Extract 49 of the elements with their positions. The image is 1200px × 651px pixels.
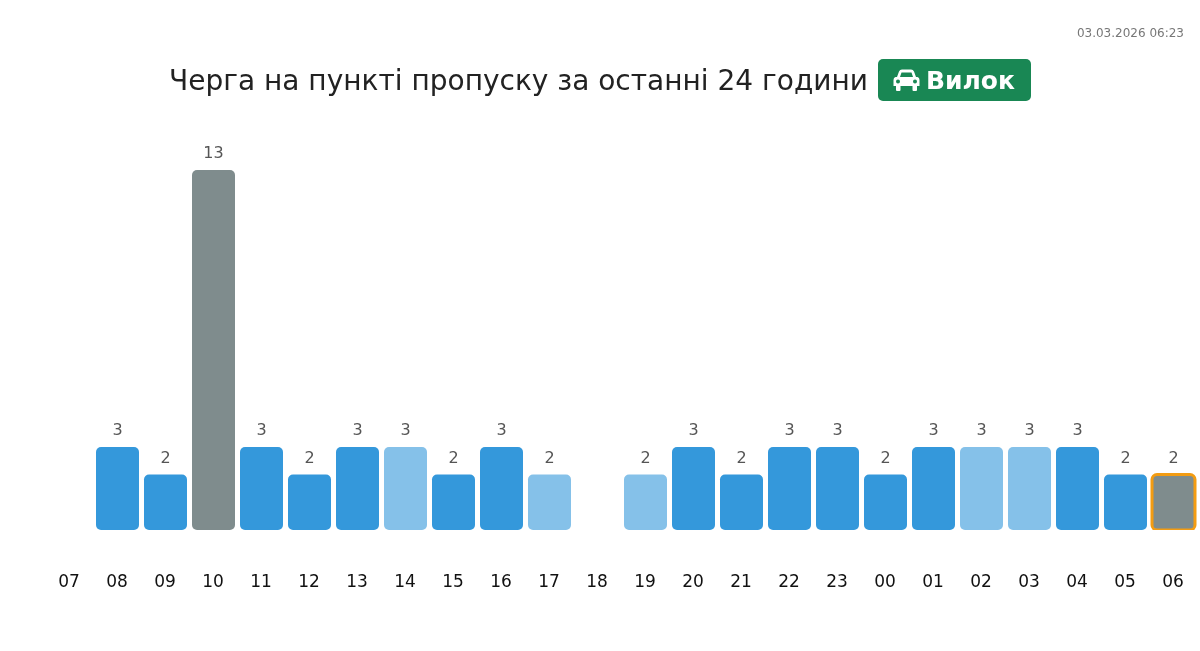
data-label: 2 [448, 447, 459, 467]
data-label: 2 [160, 447, 171, 467]
x-tick-label: 08 [106, 571, 128, 592]
text: 03.03.2026 06:23 [1076, 25, 1184, 41]
data-label: 3 [1072, 419, 1083, 439]
data-label: 2 [880, 447, 891, 467]
data-label: 2 [1168, 447, 1179, 467]
data-label: 3 [256, 419, 267, 439]
data-label: 2 [736, 447, 747, 467]
x-tick-label: 22 [778, 571, 800, 592]
data-label: 2 [304, 447, 315, 467]
x-tick-label: 13 [346, 571, 368, 592]
data-label: 3 [112, 419, 123, 439]
data-label: 3 [976, 419, 987, 439]
x-tick-label: 23 [826, 571, 848, 592]
x-tick-label: 01 [922, 571, 944, 592]
x-tick-label: 12 [298, 571, 320, 592]
x-tick-label: 20 [682, 571, 704, 592]
data-label: 3 [1024, 419, 1035, 439]
chart-subtitle: Вилок [925, 65, 1015, 95]
data-label: 13 [203, 143, 224, 162]
x-tick-label: 18 [586, 571, 608, 592]
x-tick-label: 02 [970, 571, 992, 592]
x-tick-label: 06 [1162, 571, 1184, 592]
data-label: 3 [832, 419, 843, 439]
x-tick-label: 07 [58, 571, 80, 592]
data-label: 3 [400, 419, 411, 439]
x-tick-label: 11 [250, 571, 272, 592]
x-tick-label: 17 [538, 571, 560, 592]
x-tick-label: 04 [1066, 571, 1088, 592]
x-tick-label: 21 [730, 571, 752, 592]
chart-title: Черга на пункті пропуску за останні 24 години [169, 63, 868, 97]
x-tick-label: 05 [1114, 571, 1136, 592]
x-tick-label: 14 [394, 571, 416, 592]
data-label: 2 [544, 447, 555, 467]
x-tick-label: 15 [442, 571, 464, 592]
x-tick-label: 10 [202, 571, 224, 592]
data-label: 2 [640, 447, 651, 467]
x-tick-label: 16 [490, 571, 512, 592]
data-label: 2 [1120, 447, 1131, 467]
data-label: 3 [496, 419, 507, 439]
x-tick-label: 00 [874, 571, 896, 592]
x-tick-label: 19 [634, 571, 656, 592]
data-label: 3 [352, 419, 363, 439]
x-tick-label: 09 [154, 571, 176, 592]
x-tick-label: 03 [1018, 571, 1040, 592]
data-label: 3 [688, 419, 699, 439]
data-label: 3 [928, 419, 939, 439]
data-label: 3 [784, 419, 795, 439]
